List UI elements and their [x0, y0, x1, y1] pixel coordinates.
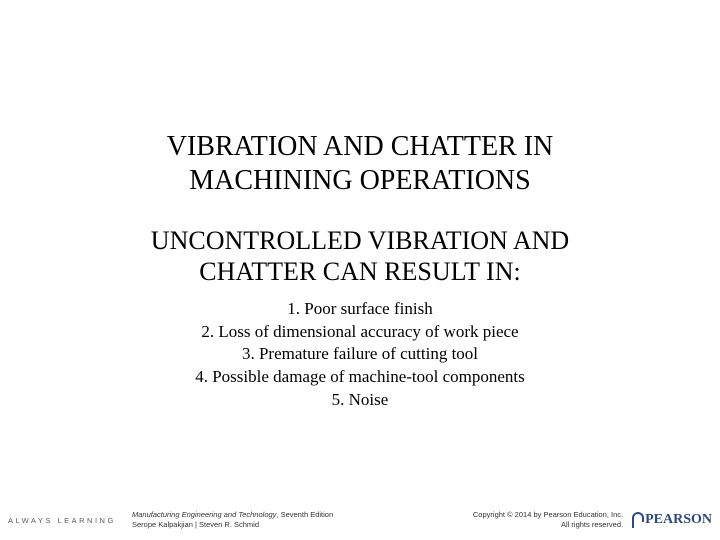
- book-title: Manufacturing Engineering and Technology: [132, 510, 276, 519]
- copyright-text: Copyright © 2014 by Pearson Education, I…: [473, 510, 623, 530]
- footer-citation: Manufacturing Engineering and Technology…: [128, 510, 473, 530]
- list-item: 4. Possible damage of machine-tool compo…: [0, 366, 720, 389]
- list-item: 3. Premature failure of cutting tool: [0, 343, 720, 366]
- title-line-1: VIBRATION AND CHATTER IN: [167, 131, 554, 162]
- footer-right: Copyright © 2014 by Pearson Education, I…: [473, 510, 720, 530]
- slide-content: VIBRATION AND CHATTER IN MACHINING OPERA…: [0, 0, 720, 412]
- subtitle-line-1: UNCONTROLLED VIBRATION AND: [151, 226, 569, 255]
- result-list: 1. Poor surface finish 2. Loss of dimens…: [0, 298, 720, 413]
- slide-title: VIBRATION AND CHATTER IN MACHINING OPERA…: [0, 130, 720, 197]
- slide-footer: ALWAYS LEARNING Manufacturing Engineerin…: [0, 500, 720, 540]
- subtitle-line-2: CHATTER CAN RESULT IN:: [199, 257, 520, 286]
- slide-subtitle: UNCONTROLLED VIBRATION AND CHATTER CAN R…: [0, 225, 720, 287]
- footer-left: ALWAYS LEARNING: [0, 516, 128, 525]
- copyright-line-1: Copyright © 2014 by Pearson Education, I…: [473, 510, 623, 520]
- list-item: 5. Noise: [0, 389, 720, 412]
- pearson-mark-icon: [629, 512, 643, 528]
- copyright-line-2: All rights reserved.: [473, 520, 623, 530]
- title-line-2: MACHINING OPERATIONS: [189, 165, 530, 196]
- pearson-logo: PEARSON: [629, 512, 712, 528]
- list-item: 1. Poor surface finish: [0, 298, 720, 321]
- pearson-brand-text: PEARSON: [645, 512, 712, 528]
- book-edition: , Seventh Edition: [276, 510, 333, 519]
- book-authors: Serope Kalpakjian | Steven R. Schmid: [132, 520, 473, 530]
- list-item: 2. Loss of dimensional accuracy of work …: [0, 321, 720, 344]
- always-learning-text: ALWAYS LEARNING: [8, 516, 116, 525]
